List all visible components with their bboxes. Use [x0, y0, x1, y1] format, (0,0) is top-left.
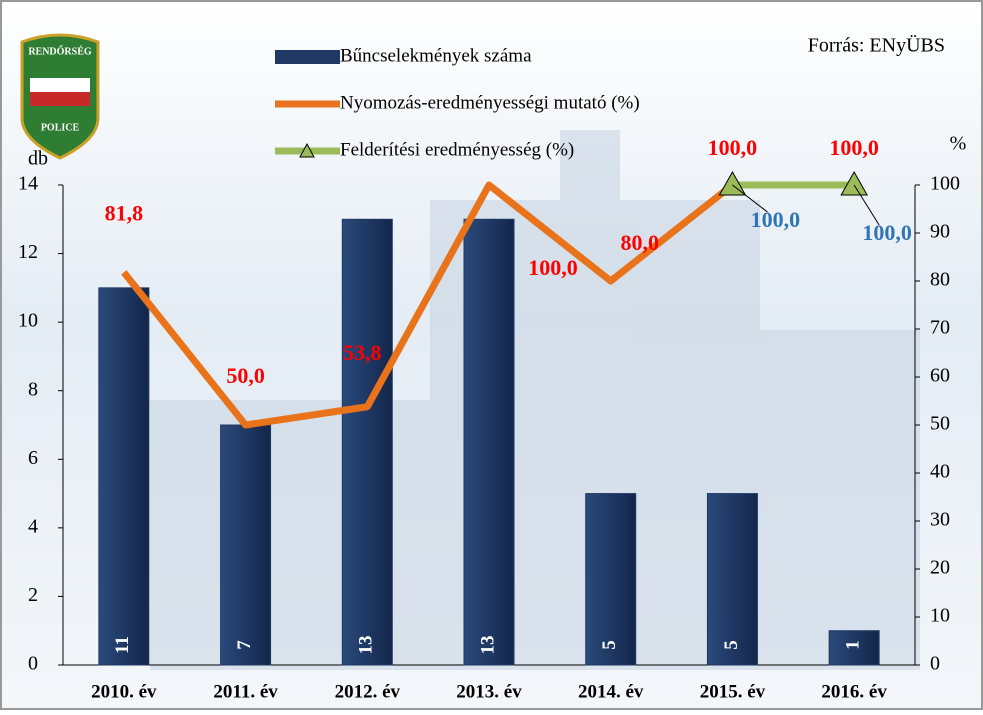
x-tick-label: 2015. év [700, 681, 766, 702]
y2-tick-label: 10 [930, 605, 950, 627]
logo-top: RENDŐRSÉG [28, 45, 92, 57]
y2-tick-label: 80 [930, 269, 950, 291]
y-tick-label: 8 [28, 378, 38, 400]
bar [341, 218, 393, 666]
y-axis-title: db [28, 148, 48, 170]
legend-label: Felderítési eredményesség (%) [340, 139, 574, 160]
data-label: 81,8 [105, 200, 144, 225]
y2-tick-label: 50 [930, 413, 950, 435]
data-label: 100,0 [862, 220, 912, 245]
legend-label: Bűncselekmények száma [340, 45, 532, 66]
y-tick-label: 2 [28, 584, 38, 606]
bar-label: 5 [721, 640, 742, 650]
y-tick-label: 12 [18, 241, 38, 263]
x-tick-label: 2011. év [213, 681, 278, 702]
legend-label: Nyomozás-eredményességi mutató (%) [340, 92, 640, 113]
y2-axis-title: % [950, 133, 967, 155]
bar [706, 493, 758, 666]
bar-label: 13 [477, 636, 498, 655]
data-label: 100,0 [708, 135, 758, 160]
marker [840, 170, 868, 196]
logo: RENDŐRSÉG POLICE [20, 33, 100, 160]
bar-label: 7 [234, 640, 255, 650]
bar [98, 287, 150, 666]
leader-line [853, 184, 880, 226]
bar [463, 218, 515, 666]
y2-tick-label: 90 [930, 221, 950, 243]
data-label: 50,0 [226, 363, 265, 388]
marker [718, 170, 747, 196]
y2-tick-label: 70 [930, 317, 950, 339]
source: Forrás: ENyÜBS [808, 34, 945, 57]
bar [828, 630, 880, 666]
x-tick-label: 2014. év [578, 681, 644, 702]
y-tick-label: 10 [18, 310, 38, 332]
data-label: 53,8 [343, 340, 382, 365]
y-tick-label: 4 [28, 515, 38, 537]
y2-tick-label: 20 [930, 557, 950, 579]
y-tick-label: 0 [28, 653, 38, 675]
legend-marker [299, 142, 315, 158]
legend-swatch [275, 50, 340, 64]
bar-label: 5 [599, 640, 620, 650]
y2-tick-label: 40 [930, 461, 950, 483]
y-tick-label: 14 [18, 173, 38, 195]
bar [585, 493, 637, 666]
bar-label: 11 [112, 636, 133, 654]
data-label: 80,0 [620, 230, 659, 255]
bar-label: 1 [843, 640, 864, 650]
data-label: 100,0 [751, 207, 801, 232]
logo-bottom: POLICE [41, 122, 80, 133]
leader-line [732, 184, 768, 213]
y2-tick-label: 0 [930, 653, 940, 675]
bar [220, 424, 272, 666]
data-label: 100,0 [528, 255, 578, 280]
y2-tick-label: 30 [930, 509, 950, 531]
y2-tick-label: 60 [930, 365, 950, 387]
data-label: 100,0 [829, 135, 879, 160]
x-tick-label: 2013. év [456, 681, 522, 702]
x-tick-label: 2012. év [335, 681, 401, 702]
x-tick-label: 2010. év [91, 681, 157, 702]
y2-tick-label: 100 [930, 173, 960, 195]
x-tick-label: 2016. év [821, 681, 887, 702]
y-tick-label: 6 [28, 447, 38, 469]
bar-label: 13 [356, 636, 377, 655]
